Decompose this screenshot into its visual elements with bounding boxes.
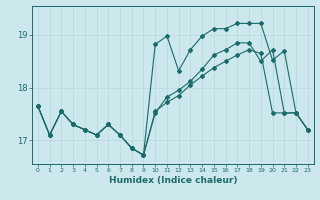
X-axis label: Humidex (Indice chaleur): Humidex (Indice chaleur) [108, 176, 237, 185]
